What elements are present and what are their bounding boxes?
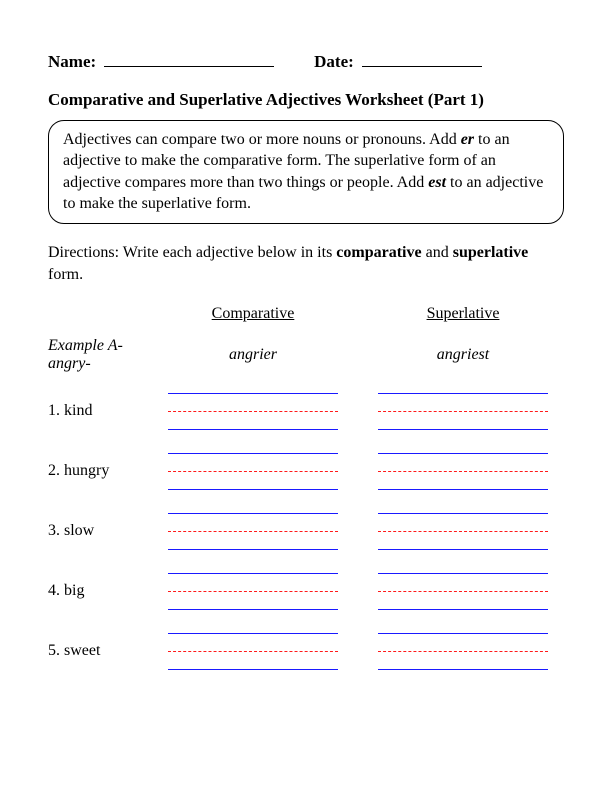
write-cell-comparative[interactable] [168,447,338,495]
item-label: 4. big [48,582,168,600]
directions-superlative: superlative [453,244,529,261]
rule-line [168,573,338,574]
rule-line [168,531,338,532]
item-label: 1. kind [48,402,168,420]
rule-line [378,591,548,592]
rule-line [378,633,548,634]
rule-line [378,651,548,652]
rule-line [378,609,548,610]
write-cell-superlative[interactable] [378,567,548,615]
header-line: Name: Date: [48,48,564,72]
rule-line [168,411,338,412]
directions: Directions: Write each adjective below i… [48,242,564,285]
rule-line [168,513,338,514]
info-er: er [461,131,474,148]
info-est: est [428,174,446,191]
rule-line [378,531,548,532]
rule-line [168,651,338,652]
row-spacer [48,495,564,507]
item-row: 1. kind [48,387,564,435]
write-cell-comparative[interactable] [168,507,338,555]
rule-line [378,573,548,574]
rule-line [378,429,548,430]
items-container: 1. kind 2. hungry 3. slow 4. big 5. sweet [48,387,564,687]
item-label: 3. slow [48,522,168,540]
rule-line [378,393,548,394]
item-label: 5. sweet [48,642,168,660]
info-text-1: Adjectives can compare two or more nouns… [63,131,461,148]
row-spacer [48,435,564,447]
rule-line [168,471,338,472]
item-row: 3. slow [48,507,564,555]
rule-line [168,549,338,550]
item-row: 5. sweet [48,627,564,675]
row-spacer [48,555,564,567]
date-label: Date: [314,52,354,72]
directions-pre: Directions: Write each adjective below i… [48,244,336,261]
item-row: 2. hungry [48,447,564,495]
column-headers-row: Comparative Superlative [48,305,564,331]
rule-line [378,513,548,514]
write-cell-comparative[interactable] [168,567,338,615]
rule-line [168,429,338,430]
col-head-superlative: Superlative [378,305,548,323]
rule-line [168,489,338,490]
write-cell-comparative[interactable] [168,387,338,435]
rule-line [168,393,338,394]
write-cell-superlative[interactable] [378,387,548,435]
date-blank[interactable] [362,48,482,67]
example-label: Example A- angry- [48,337,168,373]
directions-comparative: comparative [336,244,421,261]
rule-line [378,411,548,412]
item-label: 2. hungry [48,462,168,480]
directions-mid: and [422,244,453,261]
example-superlative: angriest [378,346,548,364]
rule-line [378,453,548,454]
col-head-comparative: Comparative [168,305,338,323]
name-label: Name: [48,52,96,72]
rule-line [168,591,338,592]
write-cell-comparative[interactable] [168,627,338,675]
info-box: Adjectives can compare two or more nouns… [48,120,564,224]
rule-line [168,609,338,610]
directions-post: form. [48,266,83,283]
write-cell-superlative[interactable] [378,447,548,495]
rule-line [378,549,548,550]
rule-line [168,633,338,634]
rule-line [378,471,548,472]
rule-line [378,669,548,670]
item-row: 4. big [48,567,564,615]
write-cell-superlative[interactable] [378,627,548,675]
row-spacer [48,615,564,627]
name-blank[interactable] [104,48,274,67]
worksheet-title: Comparative and Superlative Adjectives W… [48,90,564,110]
row-spacer [48,675,564,687]
rule-line [168,669,338,670]
rule-line [378,489,548,490]
example-comparative: angrier [168,346,338,364]
rule-line [168,453,338,454]
example-row: Example A- angry- angrier angriest [48,331,564,387]
write-cell-superlative[interactable] [378,507,548,555]
